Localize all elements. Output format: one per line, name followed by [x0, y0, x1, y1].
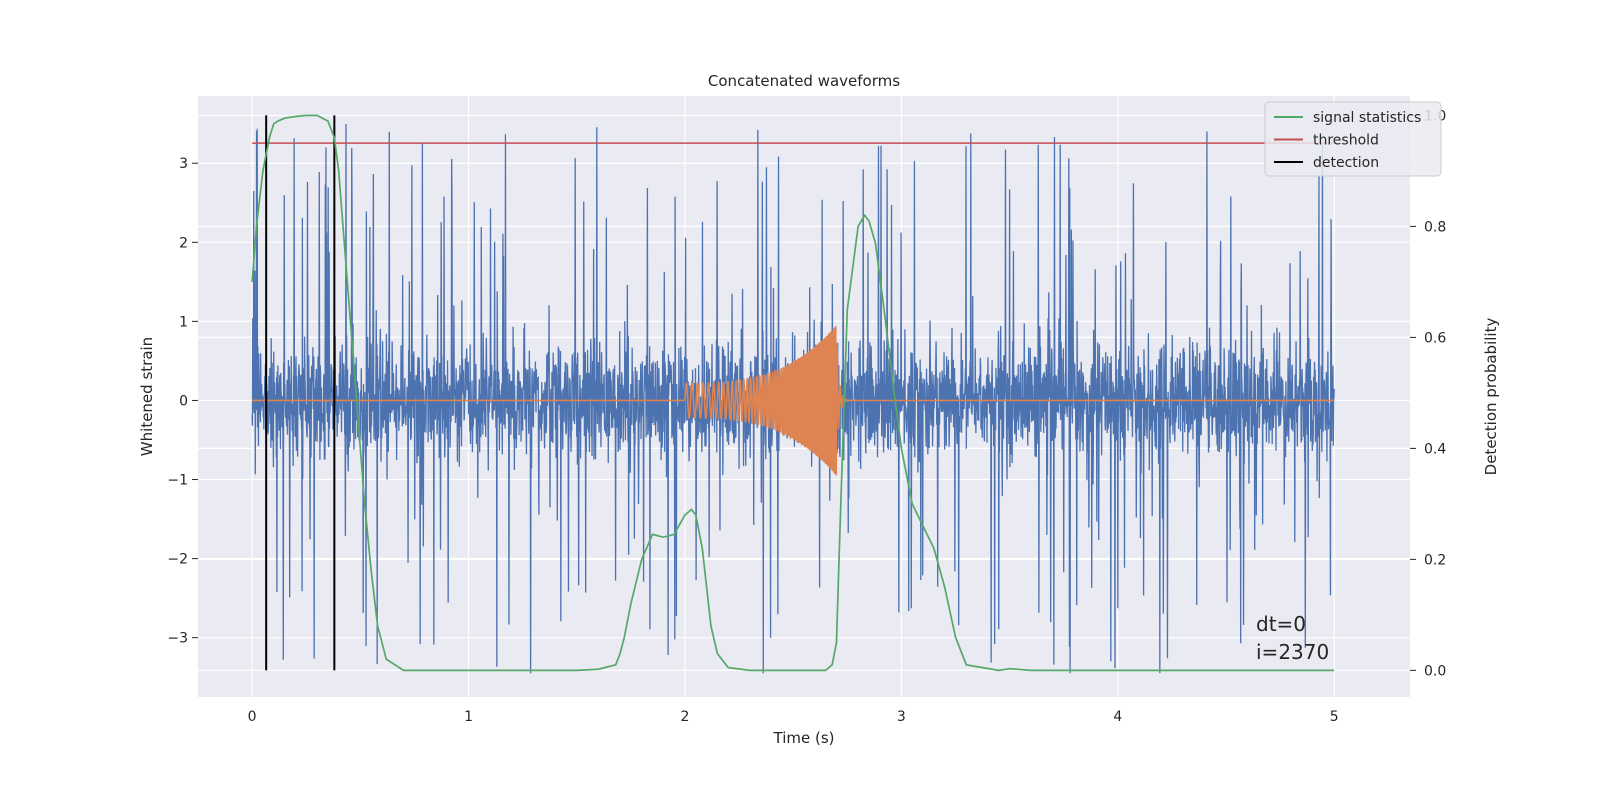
x-tick-label: 3 [897, 709, 906, 725]
y2-tick-label: 0.8 [1424, 219, 1446, 235]
y2-tick-label: 0.2 [1424, 552, 1446, 568]
legend-label-detection: detection [1313, 155, 1379, 171]
y2-tick-label: 0.0 [1424, 663, 1446, 679]
y-tick-label: 1 [179, 314, 188, 330]
y2-tick-label: 0.4 [1424, 441, 1446, 457]
y-tick-label: 0 [179, 393, 188, 409]
annotation-dt: dt=0 [1256, 612, 1306, 636]
legend-box [1264, 101, 1442, 177]
y-tick-label: −1 [167, 473, 188, 489]
detection-lines [265, 115, 336, 671]
y-axis-label: Whitened strain [138, 337, 156, 456]
legend-label-threshold: threshold [1313, 133, 1379, 149]
signal-statistics-line [251, 114, 1335, 672]
y-tick-label: −3 [167, 631, 188, 647]
y-tick-label: 2 [179, 235, 188, 251]
x-tick-label: 1 [464, 709, 473, 725]
x-tick-label: 4 [1113, 709, 1122, 725]
legend-label-signal-statistics: signal statistics [1313, 110, 1421, 126]
x-tick-label: 5 [1330, 709, 1339, 725]
y-tick-label: −2 [167, 552, 188, 568]
x-tick-label: 2 [681, 709, 690, 725]
y-tick-label: 3 [179, 156, 188, 172]
x-axis-label: Time (s) [773, 729, 835, 747]
waveform-series-line [252, 326, 1335, 476]
x-tick-label: 0 [248, 709, 257, 725]
annotation-index: i=2370 [1256, 640, 1329, 664]
chart-title: Concatenated waveforms [708, 72, 900, 90]
y2-axis-label: Detection probability [1482, 318, 1500, 476]
legend: signal statistics threshold detection [1264, 101, 1442, 177]
y2-tick-label: 0.6 [1424, 330, 1446, 346]
plot-area [251, 114, 1335, 674]
